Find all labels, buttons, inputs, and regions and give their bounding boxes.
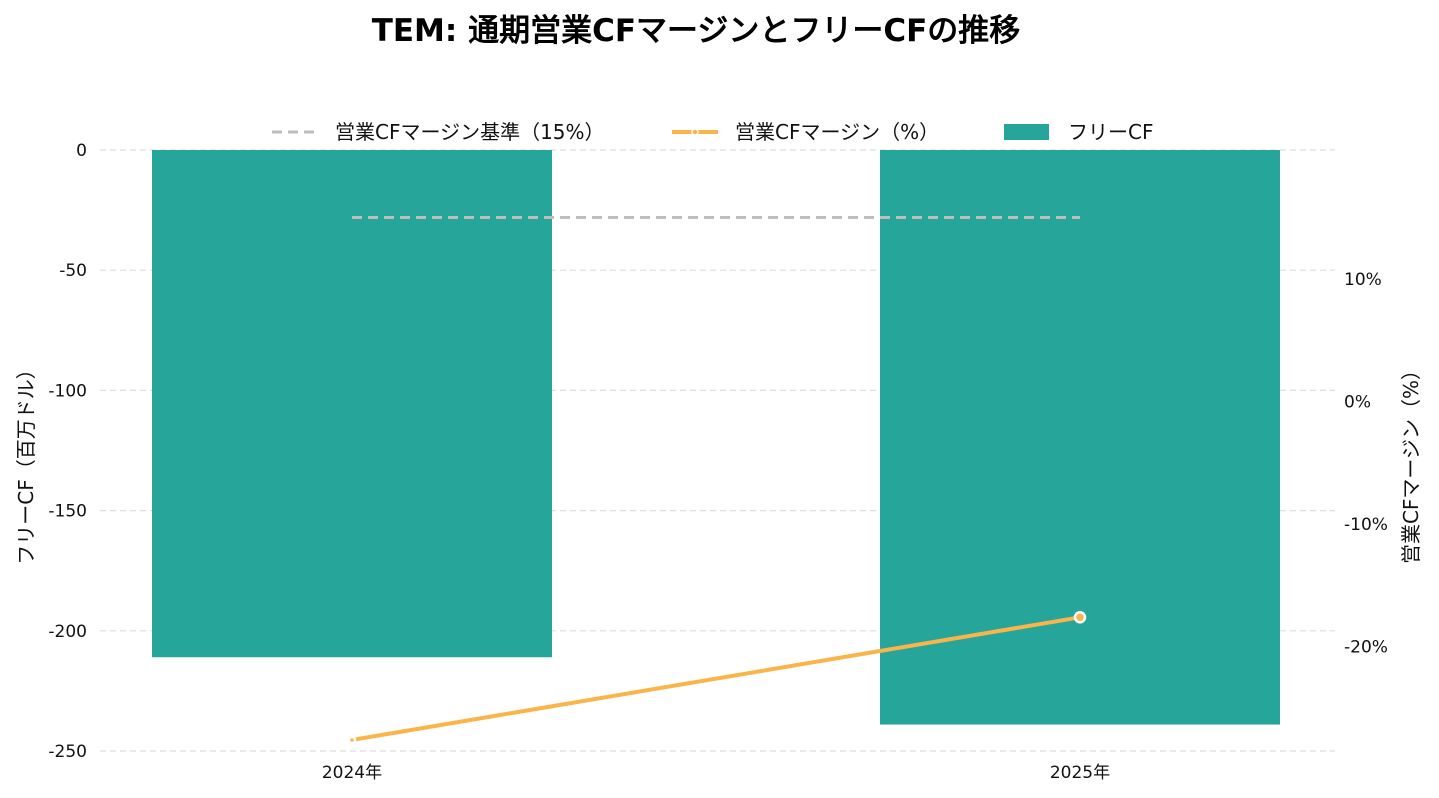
right-tick-label: -20%	[1344, 638, 1388, 658]
legend-marker-margin	[691, 128, 699, 136]
margin-point	[1073, 611, 1087, 624]
x-tick-label: 2024年	[322, 763, 382, 783]
bar-series	[152, 150, 1280, 725]
bar	[152, 150, 552, 658]
right-tick-label: -10%	[1344, 515, 1388, 535]
right-axis-ticks: 10% 0% -10% -20%	[1344, 270, 1388, 658]
margin-line	[351, 615, 1081, 742]
margin-point	[347, 735, 357, 745]
left-tick-label: -200	[48, 622, 87, 642]
legend-label: フリーCF	[1068, 120, 1153, 144]
left-tick-label: -150	[48, 502, 87, 522]
bar	[880, 150, 1280, 725]
legend-label: 営業CFマージン基準（15%）	[335, 120, 605, 144]
left-tick-label: -50	[59, 261, 87, 281]
chart-title: TEM: 通期営業CFマージンとフリーCFの推移	[372, 13, 1021, 49]
left-tick-label: 0	[76, 141, 87, 161]
legend: 営業CFマージン基準（15%） 営業CFマージン（%） フリーCF	[272, 120, 1153, 144]
right-axis-label: 営業CFマージン（%）	[1399, 360, 1423, 564]
line-series	[347, 215, 1087, 745]
x-tick-label: 2025年	[1050, 763, 1110, 783]
left-axis-ticks: 0 -50 -100 -150 -200 -250	[48, 141, 87, 762]
left-tick-label: -100	[48, 381, 87, 401]
legend-swatch-bar	[1004, 124, 1049, 140]
left-axis-label: フリーCF（百万ドル）	[14, 359, 38, 564]
right-tick-label: 10%	[1344, 270, 1382, 290]
left-tick-label: -250	[48, 742, 87, 762]
right-tick-label: 0%	[1344, 392, 1371, 412]
legend-label: 営業CFマージン（%）	[735, 120, 939, 144]
x-axis-ticks: 2024年 2025年	[322, 763, 1110, 783]
